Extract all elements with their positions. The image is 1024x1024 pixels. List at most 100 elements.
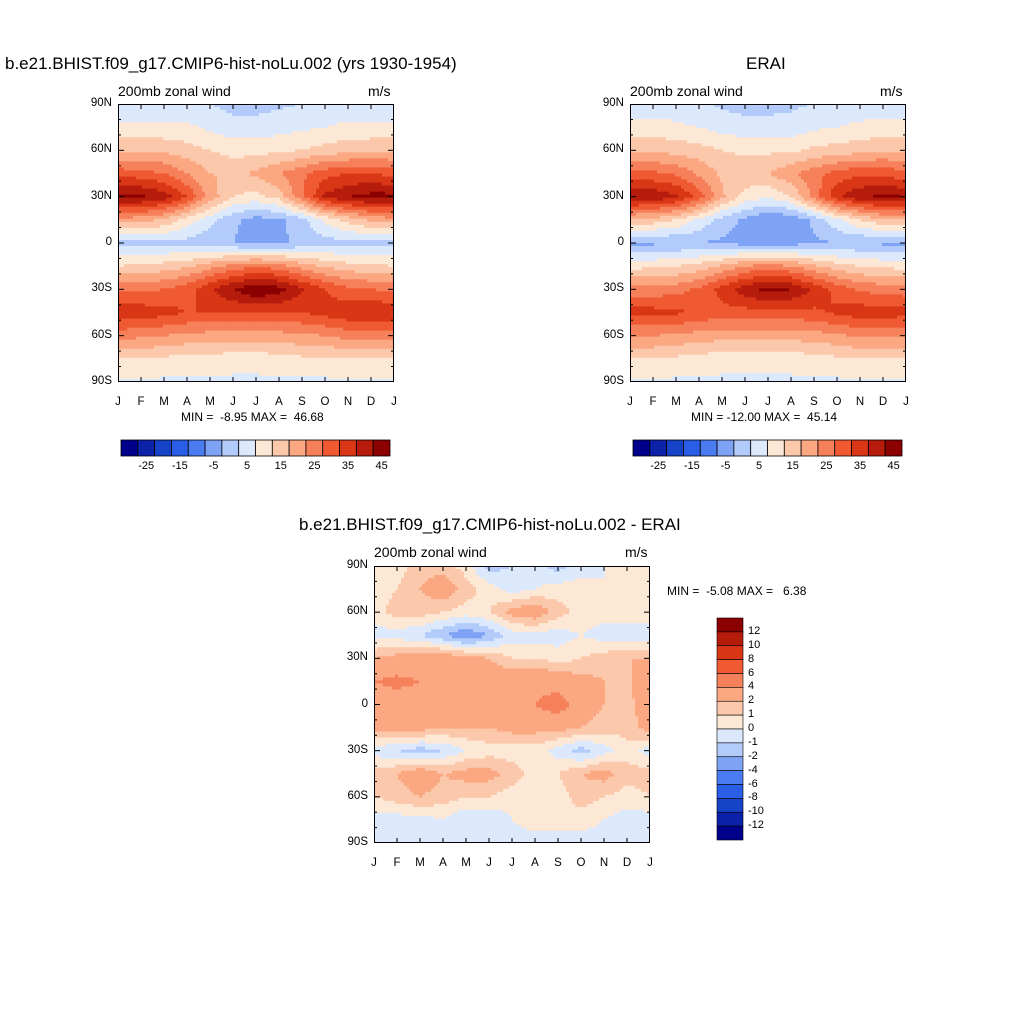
model-contour-cell bbox=[298, 110, 302, 114]
model-contour-cell bbox=[127, 215, 131, 220]
model-contour-cell bbox=[142, 176, 146, 181]
model-contour-cell bbox=[169, 179, 173, 184]
model-contour-cell bbox=[322, 200, 326, 205]
model-contour-cell bbox=[343, 167, 347, 172]
model-contour-cell bbox=[376, 233, 380, 238]
model-contour-cell bbox=[292, 209, 296, 214]
model-contour-cell bbox=[139, 131, 143, 135]
model-contour-cell bbox=[181, 131, 185, 135]
model-contour-cell bbox=[247, 164, 251, 169]
model-contour-cell bbox=[277, 203, 281, 208]
model-contour-cell bbox=[127, 173, 131, 178]
model-contour-cell bbox=[193, 233, 197, 238]
model-contour-cell bbox=[259, 191, 263, 196]
model-contour-cell bbox=[175, 107, 179, 111]
model-contour-cell bbox=[250, 212, 254, 217]
model-contour-cell bbox=[295, 224, 299, 229]
model-contour-cell bbox=[193, 146, 197, 150]
model-contour-cell bbox=[157, 236, 161, 241]
model-contour-cell bbox=[157, 149, 161, 153]
model-contour-cell bbox=[145, 173, 149, 178]
model-contour-cell bbox=[316, 104, 320, 108]
model-contour-cell bbox=[337, 197, 341, 202]
model-contour-cell bbox=[289, 227, 293, 232]
model-contour-cell bbox=[196, 203, 200, 208]
model-contour-cell bbox=[376, 224, 380, 229]
model-contour-cell bbox=[388, 152, 392, 156]
model-contour-cell bbox=[274, 179, 278, 184]
model-contour-cell bbox=[358, 200, 362, 205]
model-contour-cell bbox=[265, 176, 269, 181]
model-contour-cell bbox=[220, 227, 224, 232]
model-contour-cell bbox=[304, 215, 308, 220]
model-contour-cell bbox=[250, 131, 254, 135]
model-contour-cell bbox=[166, 146, 170, 150]
model-contour-cell bbox=[358, 191, 362, 196]
model-contour-cell bbox=[166, 164, 170, 169]
model-contour-cell bbox=[385, 203, 389, 208]
model-contour-cell bbox=[181, 215, 185, 220]
model-contour-cell bbox=[223, 104, 227, 108]
model-contour-cell bbox=[181, 185, 185, 190]
model-contour-cell bbox=[319, 104, 323, 108]
model-contour-cell bbox=[196, 185, 200, 190]
model-contour-cell bbox=[367, 191, 371, 196]
model-contour-cell bbox=[124, 176, 128, 181]
model-contour-cell bbox=[322, 188, 326, 193]
model-contour-cell bbox=[220, 224, 224, 229]
model-contour-cell bbox=[124, 167, 128, 172]
model-contour-cell bbox=[271, 122, 275, 126]
model-contour-cell bbox=[331, 164, 335, 169]
model-contour-cell bbox=[277, 167, 281, 172]
model-contour-cell bbox=[376, 140, 380, 144]
model-contour-cell bbox=[154, 104, 158, 108]
model-contour-cell bbox=[244, 230, 248, 235]
model-contour-cell bbox=[175, 143, 179, 147]
model-contour-cell bbox=[256, 158, 260, 163]
model-contour-cell bbox=[259, 161, 263, 166]
model-contour-cell bbox=[196, 104, 200, 108]
model-contour-cell bbox=[286, 113, 290, 117]
model-contour-cell bbox=[211, 197, 215, 202]
model-contour-cell bbox=[352, 119, 356, 123]
model-contour-cell bbox=[127, 185, 131, 190]
model-contour-cell bbox=[376, 170, 380, 175]
model-contour-cell bbox=[361, 173, 365, 178]
model-contour-cell bbox=[208, 170, 212, 175]
model-contour-cell bbox=[355, 110, 359, 114]
model-contour-cell bbox=[133, 236, 137, 241]
model-contour-cell bbox=[244, 173, 248, 178]
model-contour-cell bbox=[388, 131, 392, 135]
model-contour-cell bbox=[355, 197, 359, 202]
model-contour-cell bbox=[286, 203, 290, 208]
model-contour-cell bbox=[304, 173, 308, 178]
model-contour-cell bbox=[196, 128, 200, 132]
model-contour-cell bbox=[163, 215, 167, 220]
model-contour-cell bbox=[229, 140, 233, 144]
model-contour-cell bbox=[208, 179, 212, 184]
model-contour-cell bbox=[382, 164, 386, 169]
model-contour-cell bbox=[229, 212, 233, 217]
model-contour-cell bbox=[301, 131, 305, 135]
model-contour-cell bbox=[124, 170, 128, 175]
model-contour-cell bbox=[382, 200, 386, 205]
model-contour-cell bbox=[130, 170, 134, 175]
model-contour-cell bbox=[241, 134, 245, 138]
model-contour-cell bbox=[178, 200, 182, 205]
model-contour-cell bbox=[247, 125, 251, 129]
model-contour-cell bbox=[355, 125, 359, 129]
model-contour-cell bbox=[196, 158, 200, 163]
model-contour-cell bbox=[343, 110, 347, 114]
model-contour-cell bbox=[334, 107, 338, 111]
model-contour-cell bbox=[250, 119, 254, 123]
model-contour-cell bbox=[352, 233, 356, 238]
model-contour-cell bbox=[133, 230, 137, 235]
model-contour-cell bbox=[217, 152, 221, 156]
model-contour-cell bbox=[199, 119, 203, 123]
model-contour-cell bbox=[352, 128, 356, 132]
model-contour-cell bbox=[241, 149, 245, 153]
model-contour-cell bbox=[391, 188, 394, 193]
model-contour-cell bbox=[328, 161, 332, 166]
model-contour-cell bbox=[322, 140, 326, 144]
model-contour-cell bbox=[121, 209, 125, 214]
